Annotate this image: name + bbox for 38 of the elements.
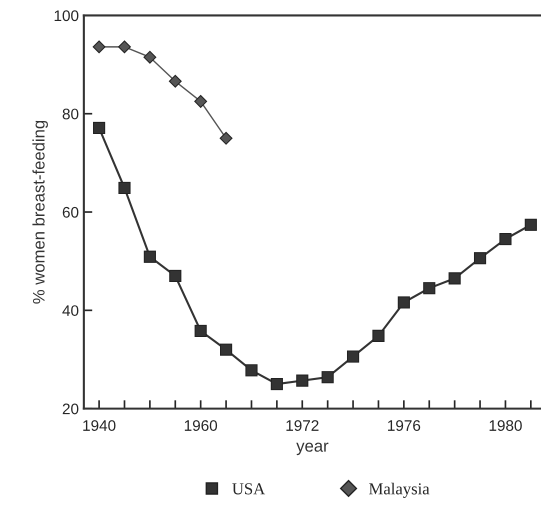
point [398, 296, 410, 309]
legend-label: USA [232, 483, 266, 494]
legend-label: Malaysia [369, 482, 430, 498]
point [194, 324, 207, 338]
point [524, 218, 537, 231]
point [144, 250, 156, 263]
x-tick-label: 1960 [184, 420, 218, 431]
x-tick-label: 1976 [388, 420, 420, 431]
y-tick-label: 100 [54, 10, 78, 22]
point [372, 330, 385, 342]
x-tick-label: 1980 [490, 420, 522, 431]
point [499, 232, 512, 246]
point [118, 182, 131, 194]
point [92, 40, 106, 54]
point [168, 74, 182, 88]
y-tick-label: 20 [62, 404, 78, 414]
point [270, 378, 283, 390]
point [169, 270, 182, 282]
point [245, 364, 258, 376]
y-axis-title: % women breast-feeding [32, 120, 48, 304]
point [322, 371, 334, 384]
point [423, 282, 436, 294]
x-axis-title: year [296, 442, 328, 456]
point [194, 95, 208, 108]
point [346, 350, 360, 363]
point [220, 132, 232, 145]
point [474, 252, 486, 264]
point [220, 344, 232, 356]
y-tick-label: 80 [62, 108, 78, 120]
point [93, 122, 106, 134]
y-tick-label: 40 [62, 305, 78, 316]
point [143, 50, 156, 64]
x-tick-label: 1940 [83, 420, 116, 431]
point [296, 374, 308, 387]
y-tick-label: 60 [62, 206, 78, 218]
x-tick-label: 1972 [286, 420, 318, 431]
point [118, 40, 131, 54]
point [448, 272, 461, 284]
